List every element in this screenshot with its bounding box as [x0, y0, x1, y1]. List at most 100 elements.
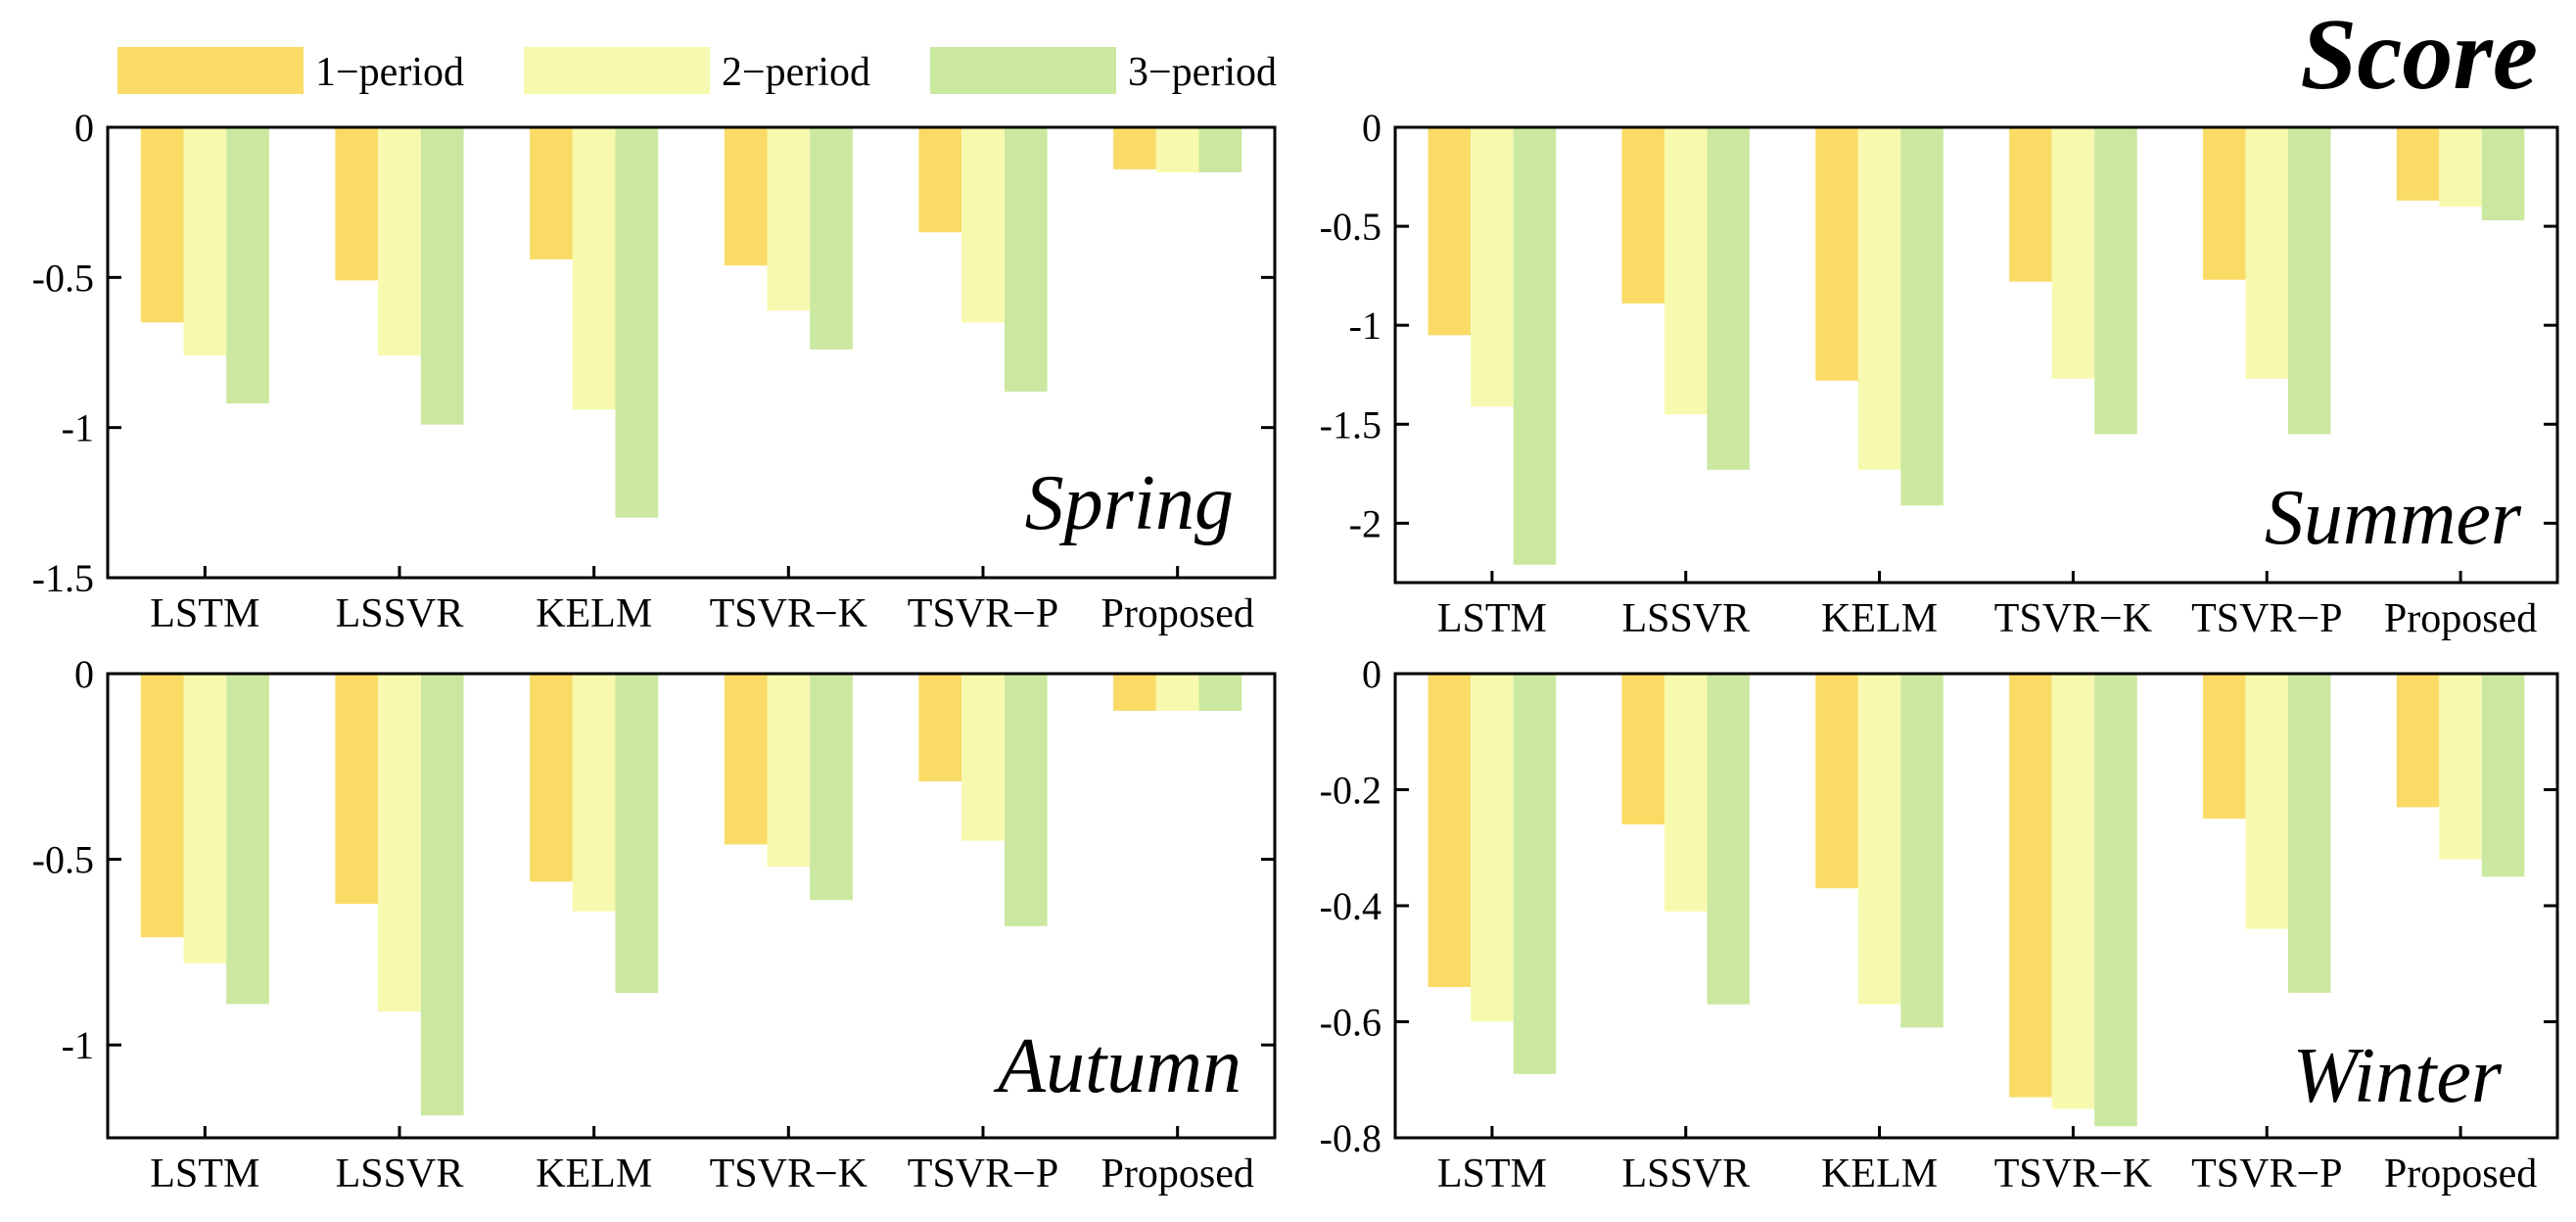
- x-tick-label-autumn-tsvr-p: TSVR−P: [908, 1152, 1058, 1197]
- y-tick-label-summer-1: -0.5: [1320, 205, 1382, 249]
- bar-summer-proposed-2-period: [2439, 127, 2482, 207]
- bar-spring-lstm-1-period: [140, 127, 184, 323]
- legend-swatch-3-period: [930, 47, 1116, 94]
- y-tick-label-autumn-2: -1: [62, 1023, 94, 1067]
- bar-spring-kelm-3-period: [615, 127, 659, 518]
- bar-autumn-tsvr-p-2-period: [961, 674, 1005, 841]
- y-tick-label-summer-4: -2: [1349, 501, 1382, 545]
- bar-autumn-lssvr-1-period: [335, 674, 379, 905]
- bar-spring-lstm-3-period: [226, 127, 269, 404]
- x-tick-label-winter-tsvr-k: TSVR−K: [1994, 1152, 2152, 1197]
- bar-spring-tsvr-k-2-period: [767, 127, 811, 311]
- panel-title-summer: Summer: [2265, 475, 2522, 561]
- legend-label-2-period: 2−period: [722, 50, 870, 95]
- axes-box-spring: [106, 125, 1277, 580]
- bar-summer-tsvr-p-1-period: [2203, 127, 2246, 280]
- bar-summer-lssvr-1-period: [1621, 127, 1664, 304]
- y-tick-label-summer-2: -1: [1349, 304, 1382, 348]
- legend: 1−period 2−period 3−period: [117, 47, 1277, 95]
- x-tick-label-winter-lstm: LSTM: [1437, 1152, 1547, 1197]
- x-tick-label-summer-kelm: KELM: [1821, 596, 1938, 641]
- bar-autumn-proposed-3-period: [1198, 674, 1242, 711]
- bar-autumn-kelm-3-period: [615, 674, 659, 994]
- bar-autumn-lstm-1-period: [140, 674, 184, 938]
- bar-autumn-proposed-1-period: [1113, 674, 1156, 711]
- bar-summer-tsvr-k-2-period: [2051, 127, 2095, 379]
- panel-summer: LSTM LSSVR KELM TSVR−K TSVR−P Proposed 0 -0.5 -1…: [1320, 106, 2559, 641]
- bar-spring-lssvr-2-period: [378, 127, 421, 356]
- legend-label-1-period: 1−period: [315, 50, 464, 95]
- bar-summer-proposed-1-period: [2396, 127, 2440, 201]
- bar-autumn-proposed-2-period: [1155, 674, 1199, 711]
- x-tick-label-spring-tsvr-k: TSVR−K: [710, 591, 867, 636]
- y-tick-label-winter-1: -0.2: [1320, 769, 1382, 813]
- axes-box-summer: [1393, 125, 2559, 585]
- panel-title-winter: Winter: [2293, 1033, 2503, 1119]
- bar-autumn-kelm-2-period: [572, 674, 616, 912]
- x-tick-label-winter-proposed: Proposed: [2384, 1152, 2537, 1197]
- bar-summer-tsvr-k-1-period: [2009, 127, 2052, 282]
- y-tick-label-spring-3: -1.5: [32, 556, 94, 600]
- axes-box-winter: [1393, 672, 2559, 1140]
- x-tick-label-summer-lstm: LSTM: [1437, 596, 1547, 641]
- bar-spring-tsvr-p-2-period: [961, 127, 1005, 323]
- legend-swatch-1-period: [117, 47, 304, 94]
- bar-autumn-tsvr-p-1-period: [918, 674, 962, 781]
- y-tick-label-autumn-0: 0: [74, 652, 94, 696]
- x-tick-label-winter-tsvr-p: TSVR−P: [2191, 1152, 2342, 1197]
- bar-spring-lssvr-1-period: [335, 127, 379, 281]
- bar-spring-lssvr-3-period: [420, 127, 464, 425]
- x-tick-label-autumn-lstm: LSTM: [150, 1152, 259, 1197]
- bar-winter-proposed-2-period: [2439, 674, 2482, 860]
- bar-autumn-tsvr-k-3-period: [810, 674, 853, 901]
- bar-autumn-lssvr-2-period: [378, 674, 421, 1012]
- y-tick-label-winter-0: 0: [1362, 652, 1382, 696]
- bar-summer-kelm-3-period: [1900, 127, 1944, 506]
- bar-spring-tsvr-p-1-period: [918, 127, 962, 233]
- bar-summer-kelm-1-period: [1815, 127, 1858, 381]
- bar-summer-tsvr-k-3-period: [2094, 127, 2137, 435]
- bar-spring-tsvr-p-3-period: [1004, 127, 1048, 392]
- x-tick-label-spring-proposed: Proposed: [1101, 591, 1254, 636]
- bar-spring-lstm-2-period: [183, 127, 227, 356]
- bar-winter-lstm-1-period: [1428, 674, 1472, 987]
- bar-spring-proposed-3-period: [1198, 127, 1242, 172]
- bar-winter-proposed-1-period: [2396, 674, 2440, 808]
- x-tick-label-spring-lstm: LSTM: [150, 591, 259, 636]
- bar-winter-kelm-2-period: [1857, 674, 1901, 1005]
- legend-swatch-2-period: [524, 47, 710, 94]
- bar-autumn-tsvr-k-1-period: [724, 674, 768, 845]
- x-tick-label-summer-tsvr-k: TSVR−K: [1994, 596, 2152, 641]
- bar-winter-tsvr-p-1-period: [2203, 674, 2246, 820]
- bar-spring-kelm-2-period: [572, 127, 616, 410]
- y-tick-label-autumn-1: -0.5: [32, 838, 94, 882]
- legend-label-3-period: 3−period: [1128, 50, 1277, 95]
- bar-summer-lssvr-2-period: [1664, 127, 1708, 415]
- bar-summer-kelm-2-period: [1857, 127, 1901, 470]
- bar-summer-proposed-3-period: [2481, 127, 2525, 220]
- x-tick-label-summer-lssvr: LSSVR: [1621, 596, 1750, 641]
- x-tick-label-summer-proposed: Proposed: [2384, 596, 2537, 641]
- bar-winter-tsvr-p-3-period: [2288, 674, 2331, 993]
- bar-summer-tsvr-p-2-period: [2245, 127, 2288, 379]
- x-tick-label-autumn-lssvr: LSSVR: [336, 1152, 464, 1197]
- bar-autumn-kelm-1-period: [530, 674, 573, 882]
- bar-autumn-tsvr-p-3-period: [1004, 674, 1048, 926]
- panel-autumn: LSTM LSSVR KELM TSVR−K TSVR−P Proposed 0 -0.5 -1…: [32, 652, 1277, 1197]
- x-tick-label-winter-kelm: KELM: [1821, 1152, 1938, 1197]
- x-tick-label-autumn-tsvr-k: TSVR−K: [710, 1152, 867, 1197]
- x-tick-label-autumn-kelm: KELM: [536, 1152, 652, 1197]
- bar-winter-tsvr-p-2-period: [2245, 674, 2288, 929]
- bar-summer-tsvr-p-3-period: [2288, 127, 2331, 435]
- bar-winter-tsvr-k-2-period: [2051, 674, 2095, 1109]
- x-tick-label-autumn-proposed: Proposed: [1101, 1152, 1254, 1197]
- bar-winter-kelm-3-period: [1900, 674, 1944, 1028]
- bar-spring-kelm-1-period: [530, 127, 573, 259]
- x-tick-label-winter-lssvr: LSSVR: [1621, 1152, 1750, 1197]
- bar-winter-lssvr-2-period: [1664, 674, 1708, 912]
- x-tick-label-spring-lssvr: LSSVR: [336, 591, 464, 636]
- y-tick-label-spring-1: -0.5: [32, 256, 94, 300]
- panel-title-spring: Spring: [1025, 460, 1234, 546]
